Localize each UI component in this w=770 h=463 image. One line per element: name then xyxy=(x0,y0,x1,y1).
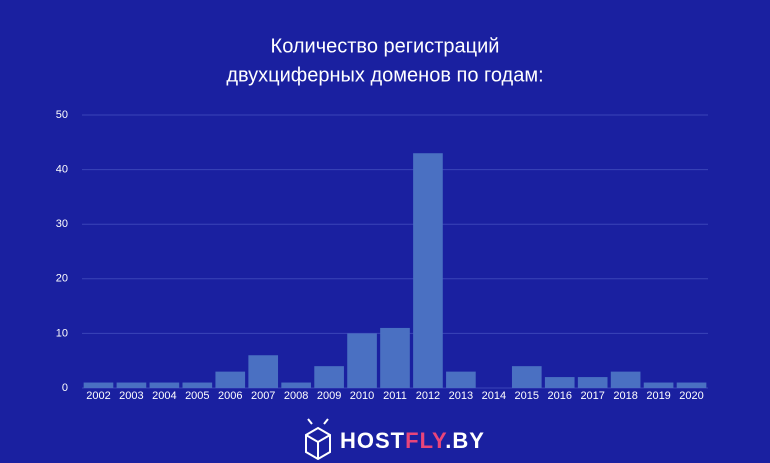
x-tick-label: 2006 xyxy=(218,390,242,402)
logo-text: HOSTFLY.BY xyxy=(340,428,485,453)
x-tick-label: 2002 xyxy=(86,390,110,402)
y-tick-label: 30 xyxy=(56,218,68,230)
y-tick-label: 50 xyxy=(56,109,68,121)
x-tick-label: 2015 xyxy=(515,390,539,402)
y-tick-label: 0 xyxy=(62,382,68,394)
bar xyxy=(413,153,443,388)
bar xyxy=(248,355,279,388)
x-tick-label: 2005 xyxy=(185,390,209,402)
x-tick-label: 2007 xyxy=(251,390,275,402)
chart-title: Количество регистраций xyxy=(271,35,500,57)
bar xyxy=(182,382,213,388)
logo-icon xyxy=(305,418,331,461)
x-tick-label: 2009 xyxy=(317,390,341,402)
x-tick-label: 2004 xyxy=(152,390,176,402)
bar xyxy=(610,371,641,388)
bar xyxy=(544,377,575,388)
y-tick-label: 10 xyxy=(56,327,68,339)
x-tick-label: 2013 xyxy=(449,390,473,402)
bar xyxy=(116,382,147,388)
bar xyxy=(83,382,114,388)
x-tick-label: 2008 xyxy=(284,390,308,402)
y-tick-label: 20 xyxy=(56,273,68,285)
bar xyxy=(643,382,674,388)
x-tick-label: 2003 xyxy=(119,390,143,402)
x-tick-label: 2014 xyxy=(482,390,506,402)
bar xyxy=(347,333,377,388)
bar xyxy=(446,371,476,388)
bar xyxy=(380,327,410,388)
bar xyxy=(149,382,180,388)
x-tick-label: 2019 xyxy=(646,390,670,402)
x-tick-label: 2011 xyxy=(383,390,407,402)
x-tick-label: 2012 xyxy=(416,390,440,402)
logo-part: .BY xyxy=(445,428,485,453)
chart-title: двухциферных доменов по годам: xyxy=(226,64,543,86)
bar xyxy=(215,371,246,388)
y-tick-label: 40 xyxy=(56,164,68,176)
bar xyxy=(511,366,542,388)
x-tick-label: 2016 xyxy=(547,390,571,402)
x-tick-label: 2010 xyxy=(350,390,374,402)
logo-part: FLY xyxy=(405,428,447,453)
x-tick-label: 2018 xyxy=(613,390,637,402)
bar xyxy=(577,377,608,388)
bar xyxy=(314,366,344,388)
x-tick-label: 2017 xyxy=(580,390,604,402)
x-tick-label: 2020 xyxy=(679,390,703,402)
logo-part: HOST xyxy=(340,428,405,453)
bar xyxy=(676,382,707,388)
bar xyxy=(281,382,311,388)
